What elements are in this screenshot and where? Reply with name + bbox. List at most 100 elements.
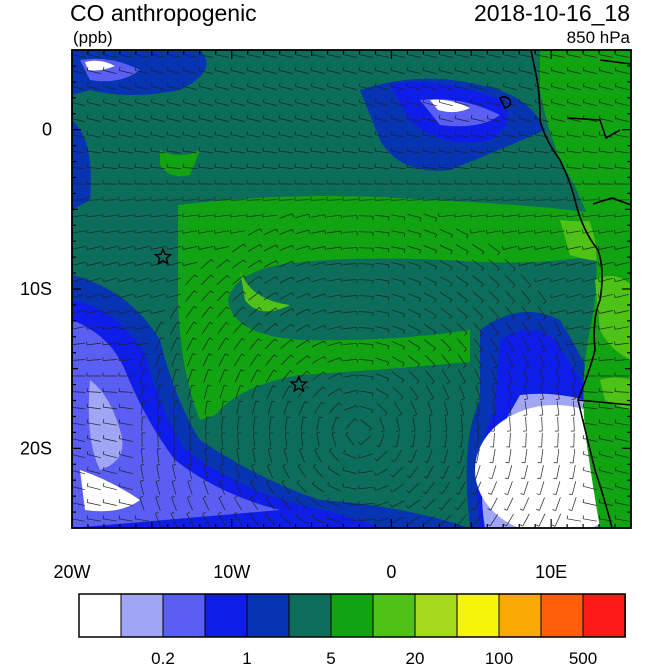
wind-barb-flag [294, 147, 296, 152]
wind-barb-flag [489, 461, 493, 464]
wind-barb [551, 230, 565, 234]
wind-barb [615, 342, 629, 346]
wind-barb [135, 277, 149, 283]
wind-barb [183, 262, 197, 266]
wind-barb [583, 70, 597, 74]
wind-barb [279, 134, 293, 138]
wind-barb-flag [294, 98, 297, 103]
wind-barb [263, 276, 277, 284]
wind-barb-flag [240, 385, 244, 387]
wind-barb [246, 214, 262, 218]
wind-barb-flag [512, 284, 516, 288]
wind-barb-flag [552, 509, 556, 511]
wind-barb [406, 199, 422, 201]
wind-barb [151, 246, 165, 250]
wind-barb-flag [466, 251, 469, 255]
wind-barb [234, 353, 242, 367]
wind-barb [438, 199, 454, 201]
wind-barb [423, 101, 437, 107]
wind-barb [247, 150, 261, 154]
wind-barb-flag [70, 278, 71, 281]
wind-barb [583, 502, 597, 506]
wind-barb-flag [447, 365, 451, 368]
wind-barb-flag [456, 461, 461, 464]
wind-barb-flag [582, 325, 584, 330]
wind-barb [265, 354, 275, 366]
wind-barb-flag [598, 341, 600, 345]
wind-barb-flag [462, 381, 466, 385]
wind-barb-flag [214, 245, 216, 250]
wind-barb-flag [373, 487, 376, 491]
wind-barb-flag [356, 359, 358, 363]
wind-barb [311, 516, 325, 524]
wind-barb [262, 199, 278, 201]
wind-barb [555, 481, 561, 495]
wind-barb [171, 481, 177, 495]
wind-barb-flag [273, 369, 277, 373]
wind-barb [540, 449, 544, 463]
wind-barb [408, 499, 420, 509]
wind-barb [571, 353, 577, 367]
wind-barb [343, 134, 357, 138]
wind-barb [342, 263, 358, 265]
wind-barb [119, 246, 133, 250]
wind-barb-flag [210, 274, 214, 278]
wind-barb-flag [358, 98, 361, 103]
wind-barb [279, 118, 293, 122]
wind-barb [151, 150, 165, 154]
wind-barb-flag [102, 98, 105, 103]
wind-barb-flag [566, 114, 569, 119]
wind-barb-flag [434, 282, 437, 287]
wind-barb-flag [272, 385, 277, 388]
wind-barb [471, 118, 485, 122]
wind-barb [188, 385, 192, 399]
wind-barb [343, 358, 357, 362]
wind-barb-flag [102, 114, 105, 119]
wind-barb-flag [171, 495, 175, 498]
wind-barb [599, 438, 613, 442]
wind-barb-flag [291, 339, 294, 343]
wind-barb [507, 465, 513, 479]
wind-barb [489, 338, 499, 350]
wind-barb [167, 230, 181, 234]
wind-barb-flag [463, 349, 467, 352]
wind-barb [456, 275, 468, 285]
wind-barb [375, 468, 389, 476]
wind-barb-flag [327, 465, 331, 469]
wind-barb [72, 102, 85, 107]
wind-barb-flag [71, 326, 72, 330]
wind-barb [72, 150, 85, 154]
wind-barb-flag [223, 400, 227, 403]
wind-barb-flag [227, 259, 230, 263]
wind-barb [264, 338, 276, 350]
wind-barb-flag [523, 414, 528, 416]
wind-barb [390, 167, 406, 169]
wind-barb-flag [406, 475, 411, 478]
wind-barb [220, 449, 224, 463]
wind-barb-flag [582, 147, 584, 152]
wind-barb-flag [444, 414, 448, 417]
wind-barb [167, 101, 181, 107]
wind-barb-flag [305, 386, 310, 389]
wind-barb-flag [478, 365, 482, 369]
wind-barb-flag [226, 290, 230, 294]
wind-barb [473, 322, 483, 334]
wind-barb [615, 453, 629, 459]
wind-barb-flag [614, 515, 617, 519]
wind-barb [486, 167, 502, 169]
wind-barb [424, 323, 436, 333]
wind-barb-flag [156, 479, 160, 482]
wind-barb [615, 101, 629, 107]
wind-barb-flag [282, 463, 286, 467]
wind-barb [410, 401, 418, 415]
wind-barb-flag [534, 131, 537, 135]
wind-barb [300, 433, 304, 447]
wind-barb [507, 369, 513, 383]
wind-barb [135, 518, 149, 522]
wind-barb-flag [182, 131, 185, 135]
wind-barb [443, 449, 449, 463]
wind-barb [407, 308, 421, 316]
wind-barb [327, 118, 341, 122]
wind-barb [103, 502, 117, 506]
wind-barb [253, 432, 255, 448]
